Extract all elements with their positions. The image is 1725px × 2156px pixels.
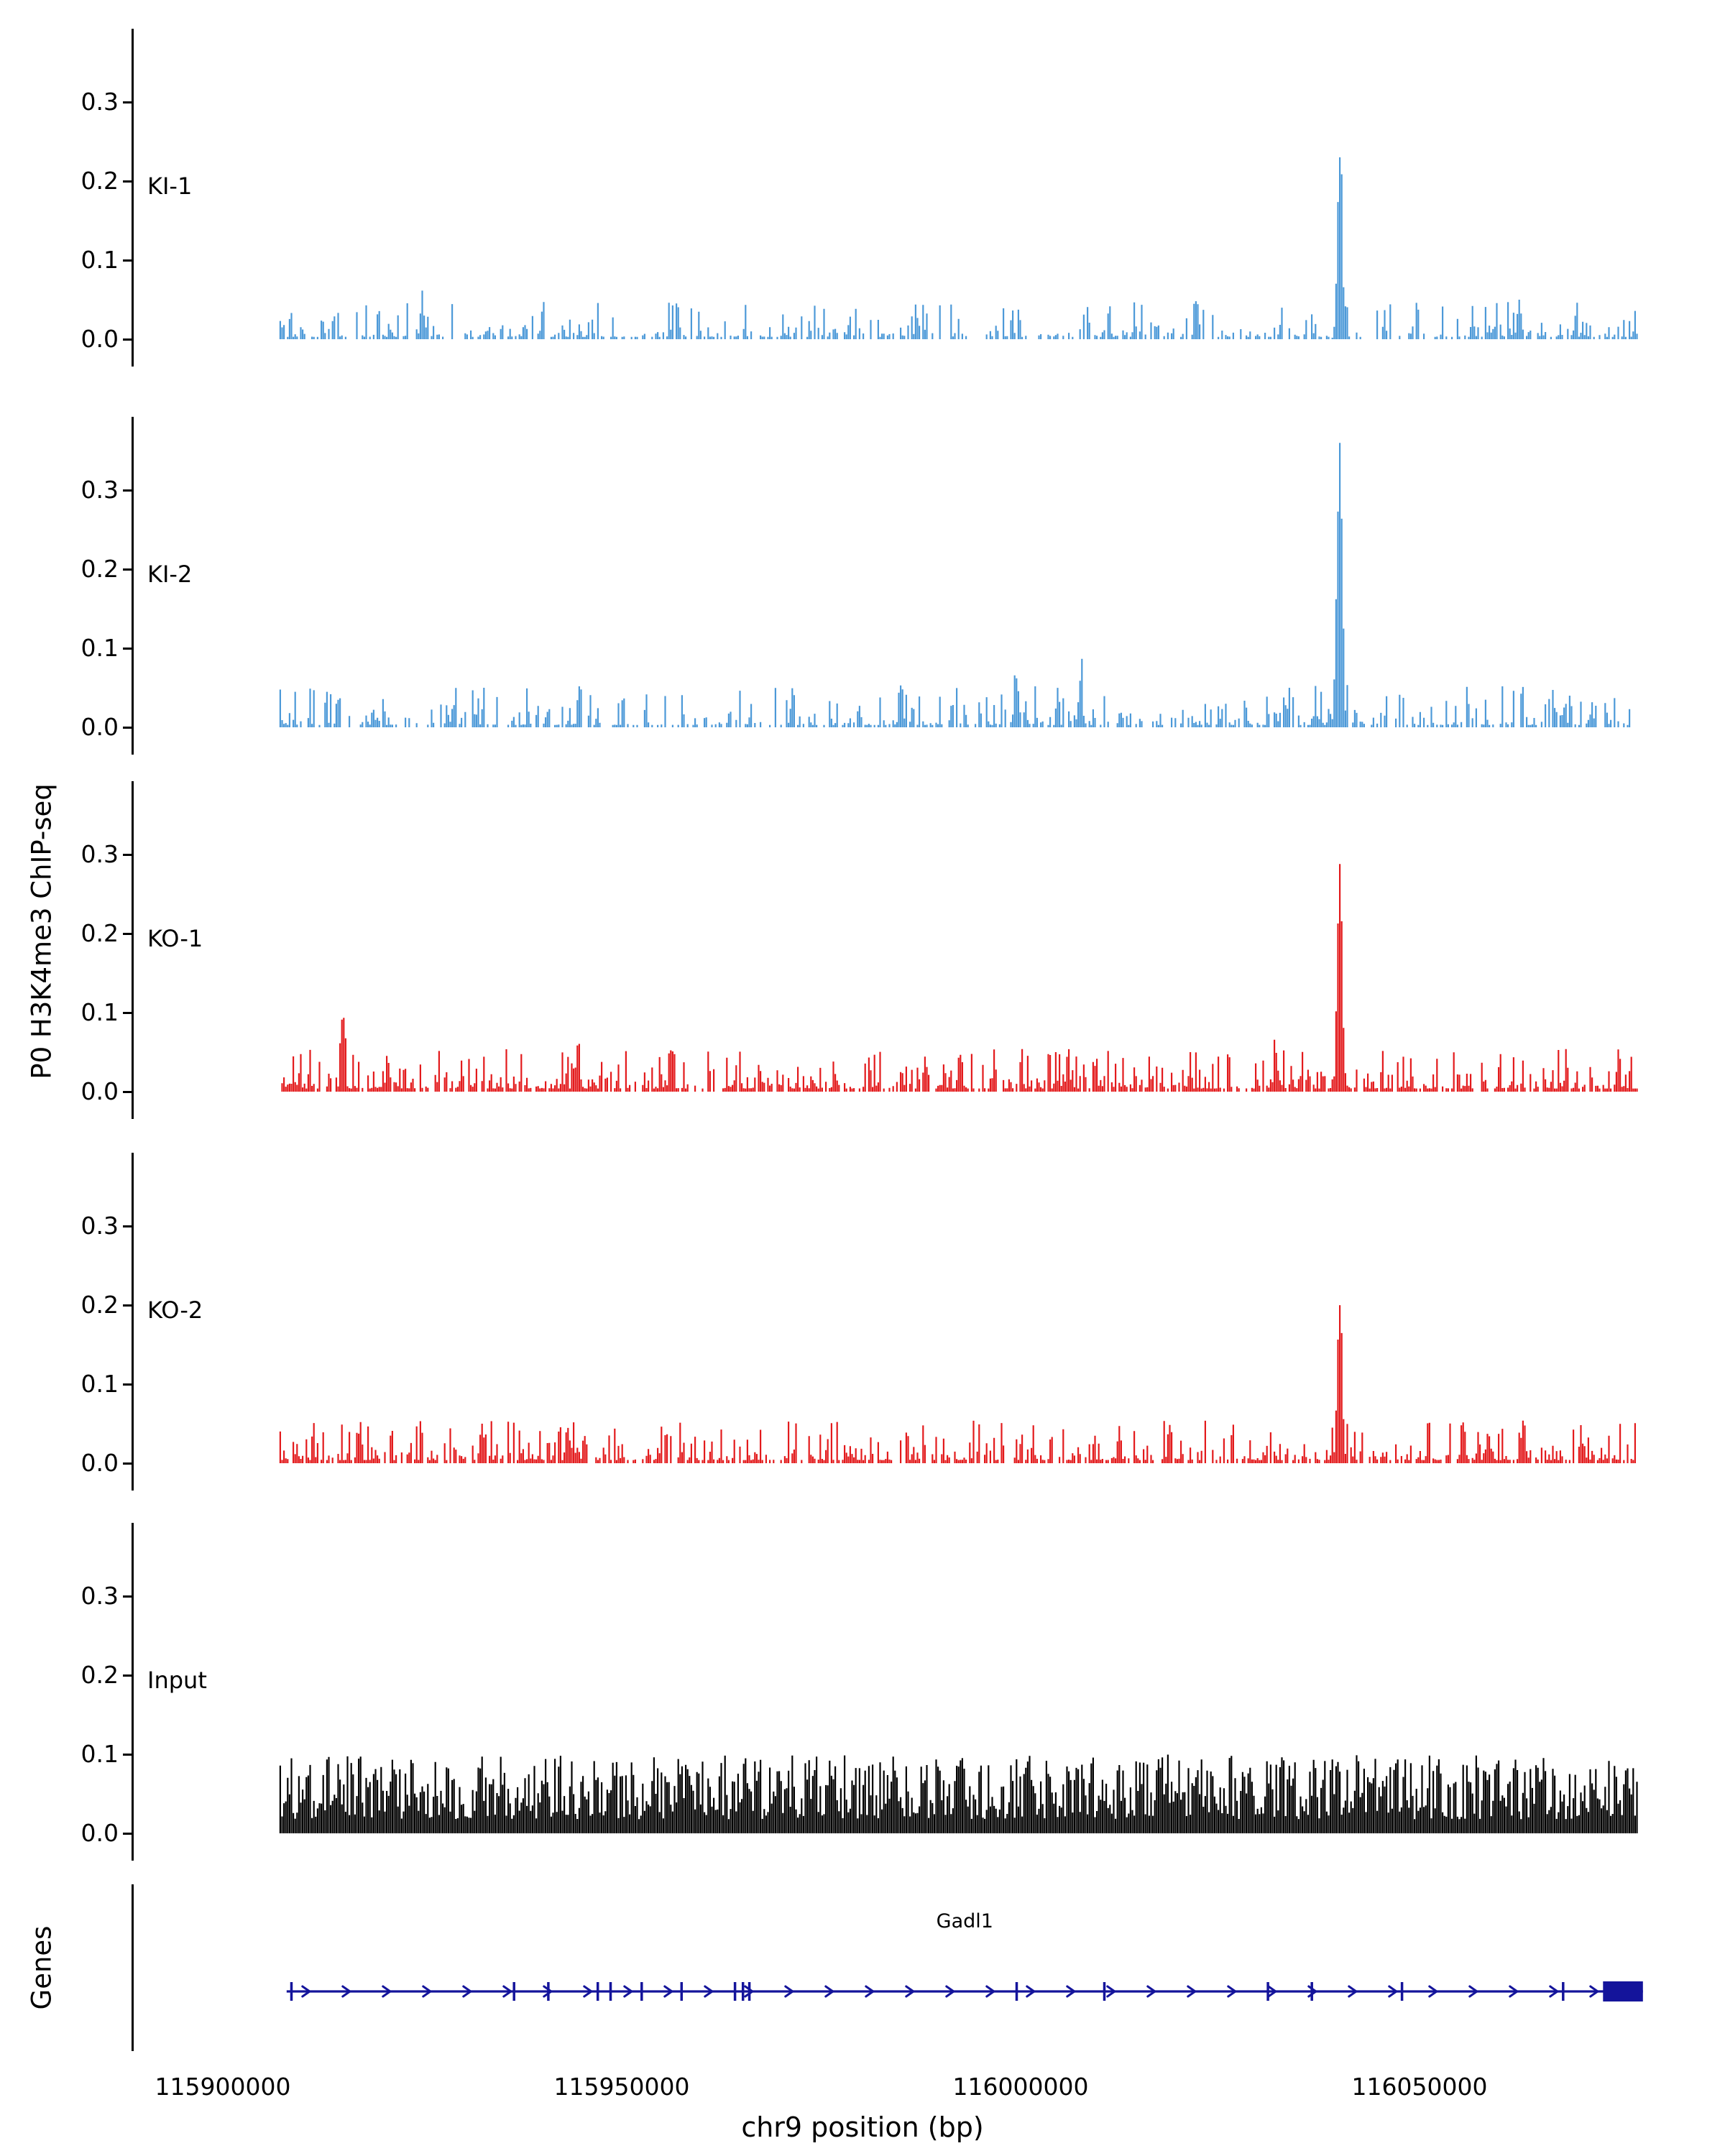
y-tick-mark <box>123 1832 132 1835</box>
y-tick-label: 0.1 <box>80 1740 119 1768</box>
y-tick-mark <box>123 338 132 341</box>
y-tick-label: 0.3 <box>80 88 119 116</box>
y-tick-label: 0.2 <box>80 1661 119 1689</box>
y-tick-mark <box>123 101 132 103</box>
gene-direction-chevrons <box>301 1985 1599 1998</box>
track-y-axis-line <box>132 417 134 755</box>
gene-label: Gadl1 <box>936 1910 993 1932</box>
track-y-axis-line <box>132 781 134 1119</box>
y-tick-mark <box>123 932 132 935</box>
x-axis-label: chr9 position (bp) <box>741 2111 984 2143</box>
gene-model-plot <box>286 1981 1643 2001</box>
y-tick-mark <box>123 180 132 183</box>
gene-exon-ticks <box>290 1982 1565 2001</box>
y-tick-mark <box>123 259 132 262</box>
track-label-ko-2: KO-2 <box>147 1296 203 1324</box>
y-tick-label: 0.0 <box>80 1077 119 1105</box>
y-tick-label: 0.1 <box>80 246 119 274</box>
y-tick-mark <box>123 1304 132 1307</box>
y-tick-mark <box>123 1225 132 1227</box>
x-tick-label: 116000000 <box>952 2073 1089 2101</box>
y-tick-label: 0.3 <box>80 840 119 868</box>
track-y-axis-line <box>132 29 134 367</box>
genes-axis-label: Genes <box>26 1925 58 2010</box>
y-tick-label: 0.0 <box>80 1449 119 1477</box>
y-tick-mark <box>123 726 132 729</box>
signal-plot-ki-2 <box>279 443 1631 727</box>
y-tick-mark <box>123 1011 132 1014</box>
x-tick-label: 116050000 <box>1351 2073 1488 2101</box>
y-tick-label: 0.2 <box>80 1291 119 1319</box>
y-tick-label: 0.3 <box>80 476 119 504</box>
y-tick-mark <box>123 853 132 856</box>
y-tick-mark <box>123 1674 132 1677</box>
signal-plot-input <box>279 1754 1638 1833</box>
signal-bars <box>279 157 1638 339</box>
track-label-ko-1: KO-1 <box>147 925 203 952</box>
gene-terminal-exon <box>1603 1981 1643 2001</box>
y-tick-label: 0.2 <box>80 167 119 195</box>
y-tick-label: 0.3 <box>80 1582 119 1610</box>
y-tick-label: 0.1 <box>80 634 119 662</box>
y-tick-label: 0.2 <box>80 919 119 947</box>
y-tick-mark <box>123 647 132 650</box>
y-tick-mark <box>123 1090 132 1093</box>
y-tick-label: 0.2 <box>80 555 119 583</box>
y-tick-mark <box>123 1462 132 1465</box>
genes-y-axis-line <box>132 1884 134 2051</box>
signal-bars <box>281 864 1638 1092</box>
y-tick-label: 0.0 <box>80 1819 119 1847</box>
y-tick-label: 0.1 <box>80 1370 119 1398</box>
track-label-ki-1: KI-1 <box>147 172 193 200</box>
track-label-input: Input <box>147 1667 207 1694</box>
x-tick-label: 115950000 <box>553 2073 690 2101</box>
y-tick-label: 0.0 <box>80 325 119 353</box>
y-tick-mark <box>123 1595 132 1598</box>
y-tick-mark <box>123 1383 132 1386</box>
y-tick-label: 0.3 <box>80 1212 119 1240</box>
y-tick-label: 0.1 <box>80 998 119 1026</box>
track-label-ki-2: KI-2 <box>147 561 193 588</box>
x-tick-label: 115900000 <box>155 2073 291 2101</box>
signal-bars <box>279 1305 1636 1463</box>
signal-bars <box>279 443 1631 727</box>
signal-plot-ko-1 <box>281 864 1638 1092</box>
y-tick-label: 0.0 <box>80 713 119 741</box>
track-y-axis-line <box>132 1523 134 1861</box>
signal-plot-ko-2 <box>279 1305 1636 1463</box>
y-tick-mark <box>123 568 132 571</box>
y-tick-mark <box>123 489 132 492</box>
track-y-axis-line <box>132 1153 134 1491</box>
y-tick-mark <box>123 1753 132 1756</box>
signal-bars <box>279 1754 1638 1833</box>
signal-plot-ki-1 <box>279 157 1638 339</box>
